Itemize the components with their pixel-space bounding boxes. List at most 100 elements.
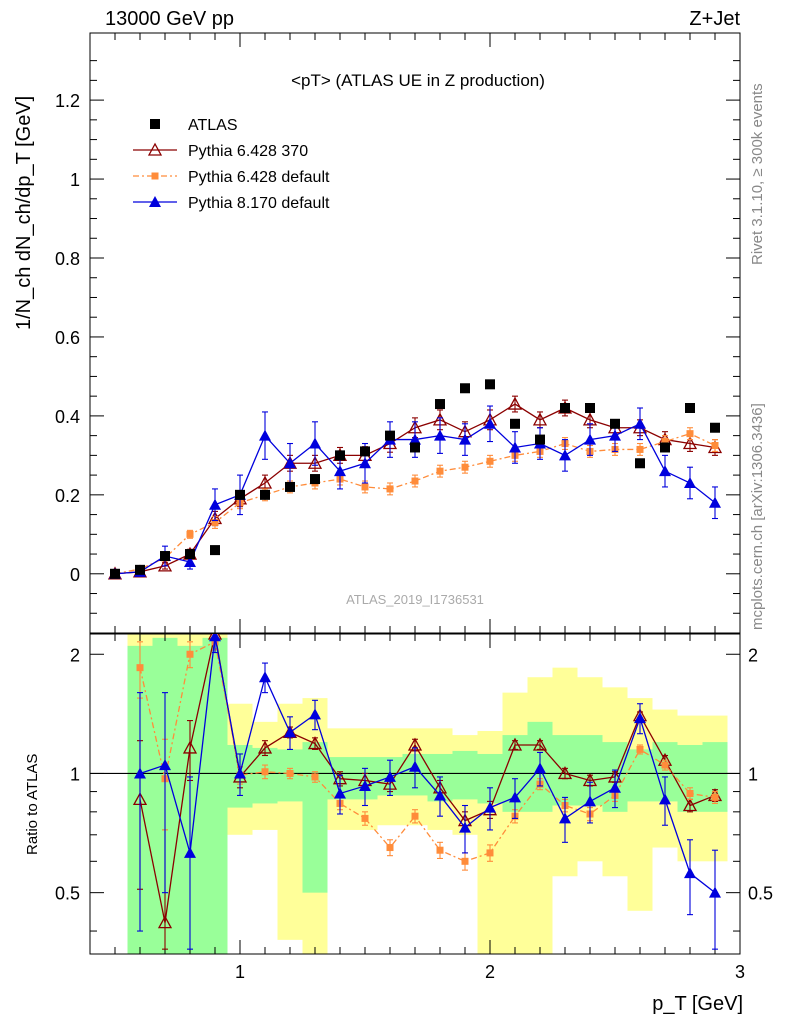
main-y-axis-label: 1/N_ch dN_ch/dp_T [GeV] <box>13 96 35 330</box>
y-tick-label-right: 2 <box>748 645 758 665</box>
x-tick-label: 1 <box>235 962 245 982</box>
data-point <box>461 463 469 471</box>
mcplots-label: mcplots.cern.ch [arXiv:1306.3436] <box>749 403 766 630</box>
data-point <box>257 740 273 754</box>
uncertainty-bands <box>127 634 728 954</box>
data-point <box>659 465 671 477</box>
legend-marker <box>150 119 160 129</box>
legend-label: Pythia 6.428 default <box>188 169 330 186</box>
data-point <box>559 449 571 461</box>
ratio-plot-axes: 1 2 3 0.5 0.5 1 1 2 2 <box>55 634 773 982</box>
data-point <box>209 498 221 510</box>
data-point <box>634 712 646 724</box>
band-green-bin <box>627 749 653 802</box>
data-point <box>261 768 269 776</box>
data-point <box>436 846 444 854</box>
data-point <box>386 844 394 852</box>
data-point <box>182 740 198 754</box>
data-point <box>260 489 270 500</box>
data-point <box>436 467 444 475</box>
band-green-bin <box>302 742 328 893</box>
data-point <box>159 759 171 771</box>
series-line <box>139 636 716 894</box>
data-point <box>660 442 670 453</box>
data-point <box>209 634 221 642</box>
data-point <box>259 671 271 683</box>
y-tick-label: 0.4 <box>55 407 80 427</box>
data-point <box>286 769 294 777</box>
data-point <box>157 915 173 929</box>
legend-marker <box>149 196 161 207</box>
data-point <box>711 793 719 801</box>
data-point <box>435 399 445 410</box>
legend-label: Pythia 8.170 default <box>188 195 330 212</box>
y-tick-label-right: 0.5 <box>748 884 773 904</box>
data-point <box>386 485 394 493</box>
data-point <box>534 762 546 774</box>
data-point <box>361 483 369 491</box>
data-point <box>507 737 523 751</box>
data-point <box>257 475 273 489</box>
x-tick-label: 3 <box>735 962 745 982</box>
rivet-label: Rivet 3.1.10, ≥ 300k events <box>749 83 766 265</box>
y-tick-label: 0.8 <box>55 249 80 269</box>
data-point <box>359 457 371 469</box>
data-point <box>510 418 520 429</box>
y-tick-label: 0.2 <box>55 486 80 506</box>
data-point <box>285 481 295 492</box>
data-point <box>711 442 719 449</box>
data-point <box>709 886 721 898</box>
data-point <box>360 446 370 457</box>
data-point <box>661 761 669 769</box>
data-point <box>434 429 446 441</box>
y-tick-label: 0 <box>70 565 80 585</box>
data-point <box>609 781 621 793</box>
data-point <box>411 812 419 820</box>
data-point <box>307 455 323 469</box>
data-point <box>486 849 494 857</box>
band-green-bin <box>202 637 228 954</box>
analysis-watermark: ATLAS_2019_I1736531 <box>346 592 484 607</box>
band-green-bin <box>452 750 478 800</box>
main-plot-series <box>107 379 723 580</box>
data-point <box>484 417 496 429</box>
data-point <box>185 549 195 560</box>
y-tick-label: 1 <box>70 170 80 190</box>
data-point <box>557 766 573 780</box>
data-point <box>636 445 644 453</box>
legend-marker <box>151 172 159 180</box>
data-point <box>385 430 395 441</box>
legend-marker <box>147 142 163 156</box>
data-point <box>684 867 696 879</box>
data-point <box>634 417 646 429</box>
data-point <box>585 403 595 413</box>
main-plot-axes: 0 0.2 0.4 0.6 0.8 1 1.2 <box>55 33 741 633</box>
data-point <box>334 787 346 799</box>
x-axis-label: p_T [GeV] <box>652 993 743 1015</box>
data-point <box>486 457 494 465</box>
data-point <box>460 383 470 394</box>
data-point <box>184 846 196 858</box>
data-point <box>509 441 521 453</box>
legend-label: Pythia 6.428 370 <box>188 143 308 160</box>
band-yellow-bin <box>527 677 553 954</box>
ratio-y-axis-label: Ratio to ATLAS <box>24 754 41 855</box>
data-point <box>484 801 496 813</box>
data-point <box>709 496 721 508</box>
data-point <box>532 737 548 751</box>
y-tick-label: 1 <box>70 764 80 784</box>
data-point <box>560 403 570 413</box>
data-point <box>134 767 146 779</box>
process-label: Z+Jet <box>689 8 740 30</box>
y-tick-label-right: 1 <box>748 764 758 784</box>
data-point <box>284 457 296 469</box>
data-point <box>335 450 345 461</box>
data-point <box>259 429 271 441</box>
data-point <box>609 429 621 441</box>
y-tick-label: 1.2 <box>55 91 80 111</box>
legend-label: ATLAS <box>188 117 238 134</box>
data-point <box>235 489 245 500</box>
data-point <box>686 789 694 797</box>
data-point <box>160 551 170 562</box>
